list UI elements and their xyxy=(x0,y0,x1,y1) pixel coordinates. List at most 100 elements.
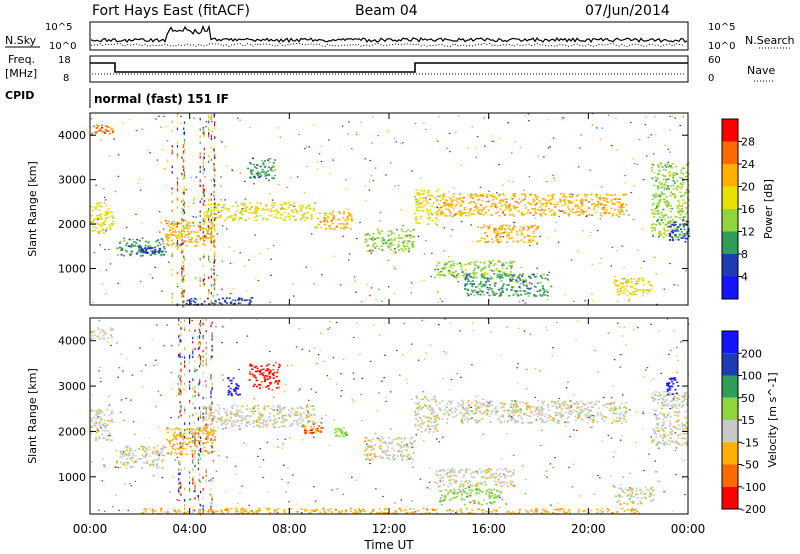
velocity-cell xyxy=(309,431,312,434)
power-colorbar-segment xyxy=(722,209,738,232)
power-cell xyxy=(657,188,660,190)
velocity-cell xyxy=(107,419,110,422)
power-cell xyxy=(173,227,176,230)
power-cell xyxy=(465,272,468,275)
power-speckle-cell xyxy=(117,175,120,177)
power-cell xyxy=(481,276,484,278)
power-cell xyxy=(477,212,480,214)
power-cell xyxy=(105,218,108,220)
power-cell xyxy=(308,205,311,207)
power-cell xyxy=(618,284,621,286)
power-cell xyxy=(612,203,615,206)
power-cell xyxy=(514,193,517,195)
velocity-cell xyxy=(481,470,484,472)
power-cell xyxy=(147,241,150,243)
velocity-cell xyxy=(444,408,447,411)
power-cell xyxy=(684,240,687,243)
power-cell xyxy=(232,303,235,305)
power-speckle-cell xyxy=(184,205,186,207)
power-cell xyxy=(528,202,531,205)
power-cell xyxy=(685,207,688,209)
velocity-cell xyxy=(428,431,431,433)
power-streak-cell xyxy=(208,228,210,231)
power-cell xyxy=(684,176,687,178)
power-cell xyxy=(460,271,463,273)
power-cell xyxy=(662,236,665,239)
power-cell xyxy=(256,219,259,222)
velocity-cell xyxy=(268,371,271,374)
power-cell xyxy=(526,229,529,231)
power-speckle-cell xyxy=(180,115,182,117)
power-speckle-cell xyxy=(395,141,397,143)
power-cell xyxy=(636,280,639,283)
velocity-cell xyxy=(386,454,389,456)
power-speckle-cell xyxy=(615,250,618,252)
power-cell xyxy=(445,266,447,269)
velocity-cell xyxy=(301,420,304,422)
power-cell xyxy=(176,237,179,239)
power-cell xyxy=(539,281,542,284)
power-cell xyxy=(616,201,619,203)
power-speckle-cell xyxy=(176,286,179,288)
power-cell xyxy=(92,125,95,128)
velocity-cell xyxy=(122,455,125,457)
velocity-cell xyxy=(445,489,448,491)
velocity-cell xyxy=(434,428,437,430)
velocity-cell xyxy=(466,495,469,498)
power-cell xyxy=(370,238,373,240)
power-cell xyxy=(415,221,418,224)
power-cell xyxy=(221,209,224,212)
power-streak-cell xyxy=(183,199,185,202)
power-cell xyxy=(653,216,656,218)
power-cell xyxy=(106,211,109,213)
power-cell xyxy=(437,195,440,198)
power-speckle-cell xyxy=(114,190,117,193)
velocity-cell xyxy=(345,431,348,433)
power-cell xyxy=(487,209,490,211)
power-cell xyxy=(487,228,490,230)
power-speckle-cell xyxy=(149,152,151,154)
power-cell xyxy=(518,286,521,288)
power-cell xyxy=(324,218,327,221)
power-cell xyxy=(586,193,589,196)
velocity-cell xyxy=(505,468,508,470)
power-cell xyxy=(632,293,635,296)
velocity-cell xyxy=(514,407,517,409)
velocity-cell xyxy=(258,411,261,414)
velocity-cell xyxy=(156,463,159,465)
power-speckle-cell xyxy=(448,132,451,134)
power-cell xyxy=(512,274,515,277)
power-cell xyxy=(615,197,617,200)
power-cell xyxy=(268,214,271,217)
power-speckle-cell xyxy=(220,185,222,187)
power-speckle-cell xyxy=(628,300,630,302)
power-cell xyxy=(256,212,259,214)
power-cell xyxy=(418,205,420,208)
velocity-cell xyxy=(175,436,178,438)
power-cell xyxy=(105,128,108,131)
velocity-cell xyxy=(478,502,480,505)
noise-sky-line xyxy=(90,24,688,44)
velocity-cell xyxy=(552,418,555,420)
power-cell xyxy=(290,215,293,217)
power-speckle-cell xyxy=(652,153,655,155)
power-streak-cell xyxy=(176,282,179,286)
velocity-cell xyxy=(294,410,297,413)
power-cell xyxy=(504,274,507,277)
power-cell xyxy=(539,213,542,215)
power-cell xyxy=(383,239,386,241)
velocity-cell xyxy=(312,405,315,407)
velocity-cell xyxy=(269,383,272,386)
power-speckle-cell xyxy=(165,125,168,128)
velocity-cell xyxy=(144,446,147,449)
power-streak-cell xyxy=(176,239,179,243)
power-cell xyxy=(172,242,175,245)
velocity-cell xyxy=(493,496,496,499)
power-cell xyxy=(480,285,483,288)
power-cell xyxy=(442,212,444,214)
power-cell xyxy=(457,275,460,278)
power-cell xyxy=(326,217,329,219)
power-cell xyxy=(444,275,447,277)
power-cell xyxy=(674,227,677,229)
power-cell xyxy=(552,193,555,196)
